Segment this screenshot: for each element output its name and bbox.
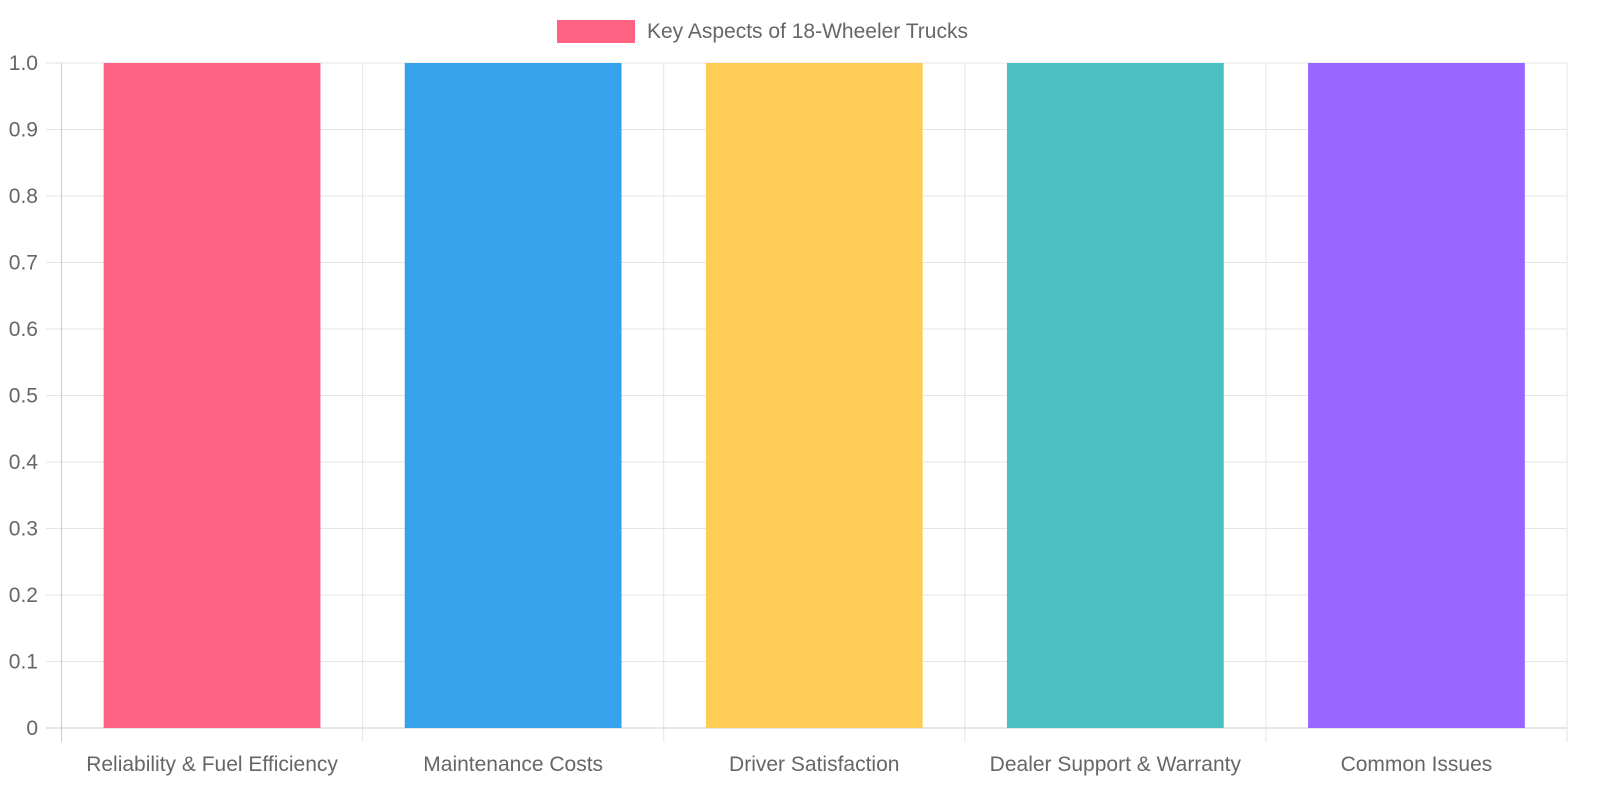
x-tick-label: Driver Satisfaction [729, 753, 899, 776]
y-tick-label: 0 [26, 717, 38, 740]
y-tick-label: 0.6 [9, 318, 38, 341]
bar[interactable] [103, 63, 321, 728]
x-tick-label: Maintenance Costs [423, 753, 603, 776]
y-tick-label: 0.3 [9, 518, 38, 541]
bar[interactable] [1308, 63, 1525, 728]
y-tick-label: 0.2 [9, 584, 38, 607]
y-tick-label: 1.0 [9, 52, 38, 75]
y-tick-label: 0.4 [9, 451, 39, 474]
x-axis-ticks: Reliability & Fuel Efficiency Maintenance… [86, 753, 1492, 776]
bar[interactable] [404, 63, 622, 728]
legend-swatch [557, 20, 635, 43]
y-tick-label: 0.9 [9, 119, 38, 142]
bar[interactable] [1006, 63, 1224, 728]
y-axis-ticks: 0 0.1 0.2 0.3 0.4 0.5 0.6 0.7 0.8 0.9 1.0 [9, 52, 39, 740]
y-tick-label: 0.8 [9, 185, 38, 208]
y-tick-label: 0.5 [9, 385, 38, 408]
x-tick-label: Reliability & Fuel Efficiency [86, 753, 338, 776]
x-tick-label: Dealer Support & Warranty [990, 753, 1242, 776]
legend[interactable]: Key Aspects of 18-Wheeler Trucks [557, 20, 968, 43]
bars [103, 63, 1525, 728]
legend-label[interactable]: Key Aspects of 18-Wheeler Trucks [647, 20, 968, 43]
y-tick-label: 0.1 [9, 651, 38, 674]
bar[interactable] [705, 63, 923, 728]
x-tick-label: Common Issues [1341, 753, 1493, 776]
y-tick-label: 0.7 [9, 252, 38, 275]
